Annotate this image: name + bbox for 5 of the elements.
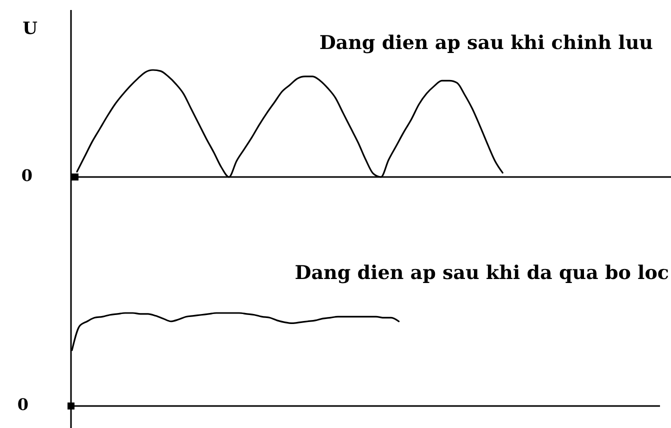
chart-title: Dang dien ap sau khi chinh luu (319, 32, 654, 54)
text: 0 (21, 166, 33, 186)
text: 0 (17, 395, 29, 414)
y-axis-title: U (22, 19, 38, 39)
chart-title: Dang dien ap sau khi da qua bo loc (294, 262, 669, 284)
